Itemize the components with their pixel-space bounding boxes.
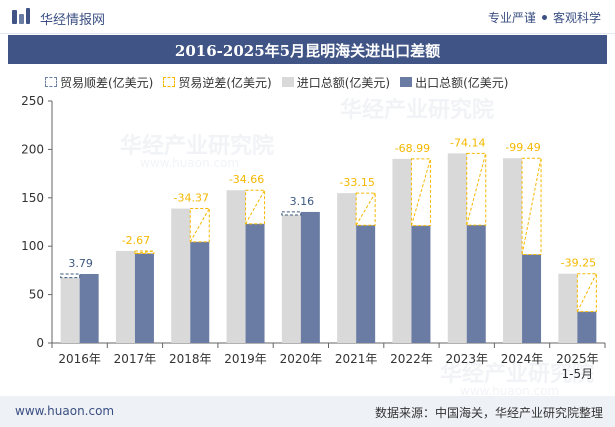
deficit-bar xyxy=(134,250,155,255)
legend-label-deficit: 贸易逆差(亿美元) xyxy=(178,75,272,90)
deficit-bar xyxy=(521,157,542,256)
x-tick-label: 2018年 xyxy=(169,352,212,366)
import-bar xyxy=(115,250,135,343)
deficit-diagonal xyxy=(410,158,431,226)
footer-source: 数据来源：中国海关，华经产业研究院整理 xyxy=(374,406,603,420)
y-tick-label: 150 xyxy=(21,191,44,205)
deficit-bar xyxy=(245,189,266,225)
export-bar xyxy=(134,253,154,343)
chart-title: 2016-2025年5月昆明海关进出口差额 xyxy=(174,42,441,60)
deficit-bar xyxy=(466,152,487,226)
footer-site: www.huaon.com xyxy=(15,404,115,418)
deficit-diagonal xyxy=(355,192,376,226)
deficit-diagonal xyxy=(521,158,542,255)
surplus-bar xyxy=(60,273,81,279)
import-bar xyxy=(171,208,191,343)
x-tick-label: 2023年 xyxy=(445,352,488,366)
export-bar xyxy=(190,241,210,343)
legend-item-surplus: 贸易顺差(亿美元) xyxy=(45,74,153,91)
legend-swatch-surplus xyxy=(45,77,57,87)
y-tick-label: 100 xyxy=(21,239,44,253)
huajing-logo-icon xyxy=(12,8,30,24)
deficit-diagonal xyxy=(466,153,487,226)
export-bar xyxy=(79,273,99,343)
legend-swatch-export xyxy=(400,77,413,87)
title-bar: 2016-2025年5月昆明海关进出口差额 xyxy=(8,35,607,64)
tagline: 专业严谨 客观科学 xyxy=(488,9,601,26)
x-tick-label: 2019年 xyxy=(224,352,267,366)
footer-bar: www.huaon.com 数据来源：中国海关，华经产业研究院整理 xyxy=(0,396,615,427)
deficit-bar xyxy=(189,208,210,243)
brand-name: 华经情报网 xyxy=(40,13,106,28)
balance-data-label: -34.37 xyxy=(174,192,209,205)
balance-data-label: -99.49 xyxy=(505,141,540,154)
export-bar xyxy=(522,254,542,343)
y-tick-label: 0 xyxy=(36,336,44,350)
balance-data-label: 3.79 xyxy=(68,257,93,270)
balance-data-label: -68.99 xyxy=(395,142,430,155)
chart-legend: 贸易顺差(亿美元) 贸易逆差(亿美元) 进口总额(亿美元) 出口总额(亿美元) xyxy=(45,72,519,92)
balance-data-label: -33.15 xyxy=(339,176,374,189)
deficit-bar xyxy=(410,158,431,227)
top-header: 华经情报网 专业严谨 客观科学 xyxy=(0,0,615,34)
import-bar xyxy=(392,158,412,343)
deficit-diagonal xyxy=(189,208,210,243)
legend-label-surplus: 贸易顺差(亿美元) xyxy=(60,75,154,90)
tagline-right: 客观科学 xyxy=(552,11,601,25)
tagline-left: 专业严谨 xyxy=(487,11,536,25)
balance-data-label: -74.14 xyxy=(450,136,485,149)
deficit-diagonal xyxy=(576,273,597,312)
import-bar xyxy=(503,158,523,343)
import-bar xyxy=(226,190,246,343)
legend-item-export: 出口总额(亿美元) xyxy=(400,74,509,91)
import-bar xyxy=(281,215,301,343)
chart-plot: 0 50 100 150 200 250 3.79 2016年 -2.67 2017年 -34.37… xyxy=(21,94,606,381)
x-tick-label: 2021年 xyxy=(335,352,378,366)
separator-dot-icon xyxy=(541,15,547,20)
deficit-diagonal xyxy=(134,250,155,255)
legend-item-deficit: 贸易逆差(亿美元) xyxy=(163,74,272,91)
x-tick-label: 2024年 xyxy=(501,352,544,366)
y-tick-label: 250 xyxy=(21,94,44,108)
y-tick-label: 200 xyxy=(21,142,44,156)
import-bar xyxy=(558,273,578,343)
export-bar xyxy=(411,225,431,343)
balance-data-label: -39.25 xyxy=(561,257,596,270)
import-bar xyxy=(337,193,357,343)
balance-data-label: -34.66 xyxy=(229,173,264,186)
legend-swatch-import xyxy=(281,77,294,87)
import-bar xyxy=(60,277,80,343)
balance-data-label: 3.16 xyxy=(290,195,315,208)
x-tick-label: 2022年 xyxy=(390,352,433,366)
legend-label-export: 出口总额(亿美元) xyxy=(415,75,509,90)
legend-item-import: 进口总额(亿美元) xyxy=(281,74,391,91)
legend-swatch-deficit xyxy=(163,77,176,87)
export-bar xyxy=(356,225,376,343)
x-tick-label: 2025年 1-5月 xyxy=(556,352,599,381)
deficit-bar xyxy=(355,192,376,226)
export-bar xyxy=(466,225,486,343)
deficit-bar xyxy=(576,273,597,313)
x-tick-label: 2017年 xyxy=(114,352,157,366)
x-tick-label: 2016年 xyxy=(58,352,101,366)
surplus-bar xyxy=(281,211,302,216)
deficit-diagonal xyxy=(245,190,265,225)
legend-label-import: 进口总额(亿美元) xyxy=(296,75,391,90)
import-bar xyxy=(447,153,467,343)
balance-data-label: -2.67 xyxy=(122,234,150,247)
export-bar xyxy=(245,223,265,343)
export-bar xyxy=(577,311,597,343)
x-tick-label: 2020年 xyxy=(280,352,323,366)
y-tick-label: 50 xyxy=(29,288,44,302)
export-bar xyxy=(300,211,320,343)
